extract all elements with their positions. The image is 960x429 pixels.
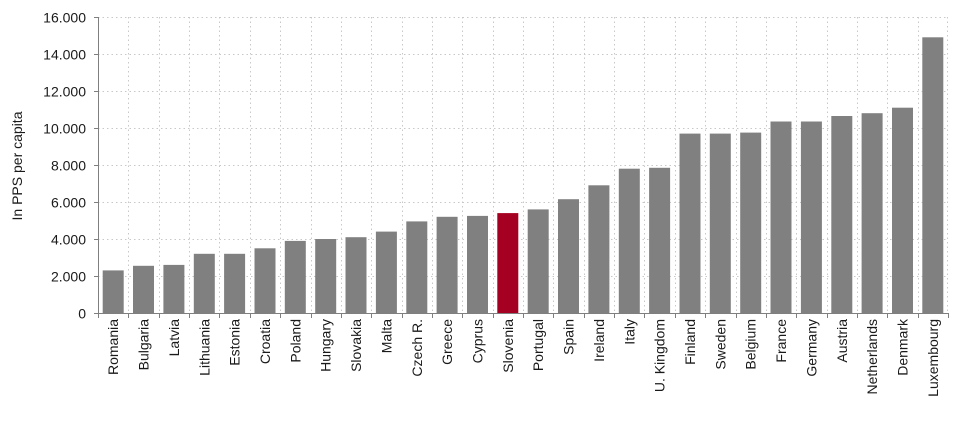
bar-bulgaria <box>133 265 154 313</box>
bar-sweden <box>709 133 731 313</box>
x-tick-label: Poland <box>287 319 303 363</box>
x-tick-label: Slovakia <box>348 319 364 372</box>
x-tick-label: Spain <box>561 319 577 355</box>
x-tick-label: Belgium <box>743 319 759 370</box>
x-tick-label: Austria <box>834 319 850 363</box>
bar-poland <box>284 240 306 313</box>
bar-malta <box>375 231 397 313</box>
x-tick-labels: Romania Bulgaria Latvia Lithuania Estonia Cro… <box>105 318 941 397</box>
axes <box>94 17 949 318</box>
x-tick-label: Netherlands <box>864 319 880 395</box>
bar-slovakia <box>345 237 367 313</box>
bar-portugal <box>527 209 549 313</box>
y-tick-label: 6.000 <box>51 195 86 211</box>
y-tick-label: 12.000 <box>43 84 86 100</box>
bar-france <box>770 121 792 313</box>
y-tick-label: 0 <box>78 306 86 322</box>
x-tick-label: Denmark <box>895 318 911 376</box>
bar-cyprus <box>467 215 488 313</box>
x-tick-label: Romania <box>105 319 121 375</box>
x-tick-label: France <box>773 319 789 363</box>
y-tick-label: 16.000 <box>43 10 86 26</box>
y-tick-label: 8.000 <box>51 158 86 174</box>
bar-estonia <box>224 253 246 313</box>
bar-luxembourg <box>922 37 944 314</box>
x-tick-label: Croatia <box>257 319 273 364</box>
bar-italy <box>618 168 640 313</box>
bar-spain <box>558 199 579 313</box>
bar-slovenia <box>497 213 519 313</box>
bar-austria <box>831 116 853 313</box>
bar-ireland <box>588 185 610 313</box>
x-tick-label: Portugal <box>530 319 546 371</box>
x-tick-label: Estonia <box>227 319 243 366</box>
x-tick-label: Bulgaria <box>136 319 152 371</box>
y-tick-label: 14.000 <box>43 47 86 63</box>
bar-hungary <box>315 239 337 313</box>
y-tick-label: 10.000 <box>43 121 86 137</box>
y-axis-title: In PPS per capita <box>9 111 25 220</box>
x-tick-label: Ireland <box>591 319 607 362</box>
x-tick-label: Finland <box>682 319 698 365</box>
bar-netherlands <box>861 113 883 313</box>
x-tick-label: Luxembourg <box>925 319 941 397</box>
bar-finland <box>679 133 701 313</box>
x-tick-label: Italy <box>621 319 637 345</box>
bar-lithuania <box>193 253 215 313</box>
bars <box>102 37 944 314</box>
x-tick-label: Slovenia <box>500 319 516 373</box>
bar-u-kingdom <box>649 167 671 313</box>
bar-germany <box>800 121 822 313</box>
x-tick-label: Czech R. <box>409 319 425 377</box>
bar-czech-r <box>406 221 428 313</box>
bar-latvia <box>163 264 185 313</box>
bar-croatia <box>254 248 276 314</box>
bar-belgium <box>740 132 762 313</box>
x-tick-label: U. Kingdom <box>652 319 668 392</box>
x-tick-label: Sweden <box>712 319 728 370</box>
y-tick-label: 4.000 <box>51 232 86 248</box>
x-tick-label: Lithuania <box>196 319 212 376</box>
x-tick-label: Greece <box>439 319 455 365</box>
x-tick-label: Cyprus <box>470 319 486 363</box>
x-tick-label: Hungary <box>318 319 334 372</box>
bar-denmark <box>892 107 913 313</box>
x-tick-label: Latvia <box>166 319 182 357</box>
bar-romania <box>102 270 124 313</box>
y-tick-labels: 0 2.000 4.000 6.000 8.000 10.000 12.000 14.000 1… <box>43 10 86 322</box>
bar-greece <box>436 216 458 313</box>
x-tick-label: Malta <box>378 319 394 353</box>
x-tick-label: Germany <box>803 319 819 377</box>
y-tick-label: 2.000 <box>51 269 86 285</box>
